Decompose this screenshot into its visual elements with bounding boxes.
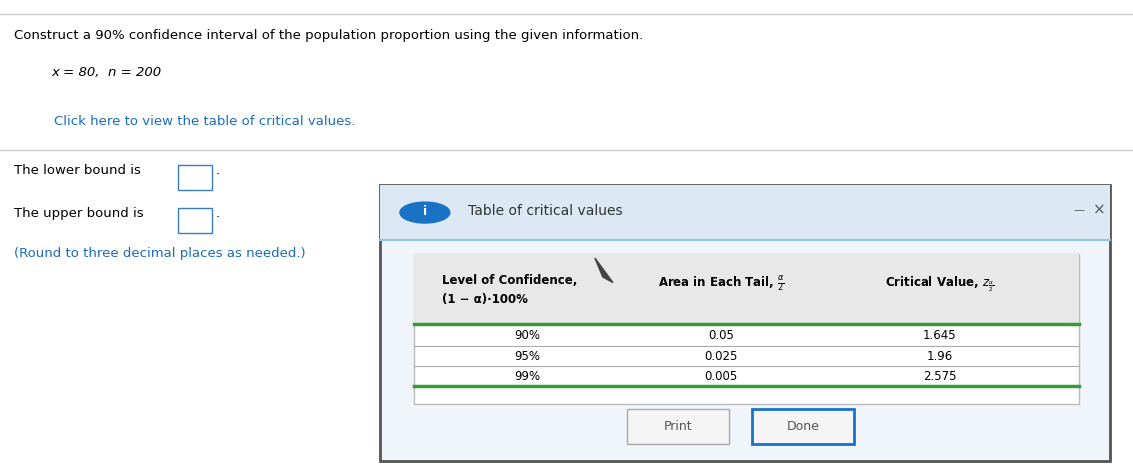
Text: Construct a 90% confidence interval of the population proportion using the given: Construct a 90% confidence interval of t… <box>14 29 642 42</box>
Text: (1 − α)·100%: (1 − α)·100% <box>442 293 528 306</box>
Text: 0.025: 0.025 <box>705 350 738 362</box>
FancyBboxPatch shape <box>752 408 854 445</box>
FancyBboxPatch shape <box>380 185 1110 240</box>
Text: The lower bound is: The lower bound is <box>14 164 145 177</box>
Text: 2.575: 2.575 <box>923 370 956 383</box>
Text: Area in Each Tail, $\frac{\alpha}{2}$: Area in Each Tail, $\frac{\alpha}{2}$ <box>658 275 784 294</box>
FancyBboxPatch shape <box>178 208 212 233</box>
Text: Print: Print <box>664 420 692 433</box>
FancyBboxPatch shape <box>414 254 1079 404</box>
Text: i: i <box>423 205 427 218</box>
Text: Click here to view the table of critical values.: Click here to view the table of critical… <box>54 115 356 128</box>
Text: x = 80,  n = 200: x = 80, n = 200 <box>51 66 161 78</box>
FancyBboxPatch shape <box>380 185 1110 461</box>
Text: 0.05: 0.05 <box>708 329 734 342</box>
Text: .: . <box>215 164 220 177</box>
FancyBboxPatch shape <box>628 408 730 445</box>
Text: 95%: 95% <box>514 350 539 362</box>
Text: (Round to three decimal places as needed.): (Round to three decimal places as needed… <box>14 247 305 260</box>
Text: 99%: 99% <box>513 370 540 383</box>
Text: .: . <box>215 207 220 219</box>
Text: 1.645: 1.645 <box>923 329 956 342</box>
Text: ×: × <box>1092 203 1106 218</box>
Text: 1.96: 1.96 <box>927 350 953 362</box>
Text: 0.005: 0.005 <box>705 370 738 383</box>
Text: Done: Done <box>786 420 819 433</box>
Text: The upper bound is: The upper bound is <box>14 207 147 219</box>
FancyBboxPatch shape <box>414 254 1079 324</box>
Text: Table of critical values: Table of critical values <box>468 204 622 218</box>
Text: Level of Confidence,: Level of Confidence, <box>442 274 577 287</box>
Text: Critical Value, $z_{\frac{\alpha}{2}}$: Critical Value, $z_{\frac{\alpha}{2}}$ <box>886 275 995 294</box>
Polygon shape <box>595 258 613 283</box>
Circle shape <box>400 202 450 223</box>
FancyBboxPatch shape <box>178 165 212 190</box>
Text: 90%: 90% <box>514 329 539 342</box>
Text: —: — <box>1073 205 1084 215</box>
